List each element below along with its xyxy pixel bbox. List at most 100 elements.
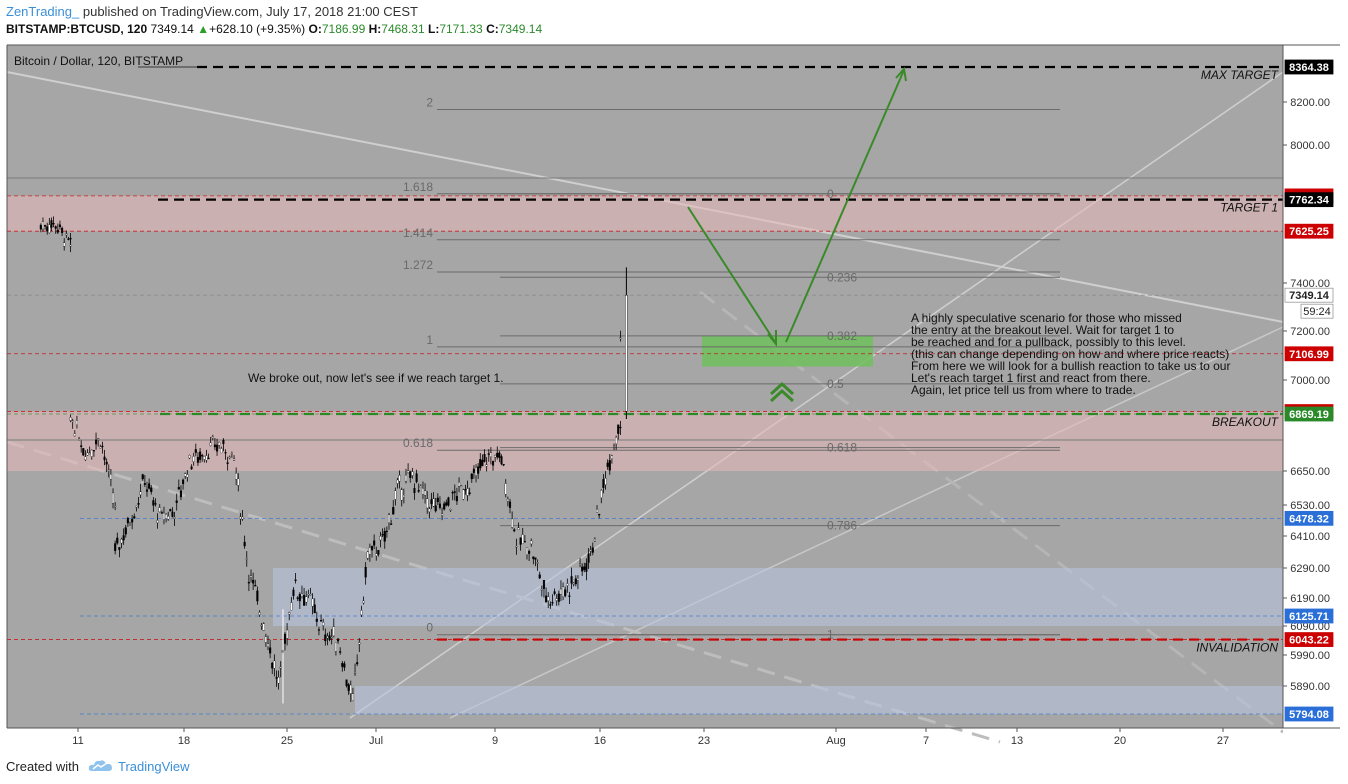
candle-body <box>595 509 599 513</box>
candle-body <box>271 662 274 669</box>
candle-body <box>82 448 85 456</box>
candle-body <box>190 466 193 470</box>
candle-body <box>52 223 55 225</box>
created-with-text: Created with <box>6 759 79 774</box>
candle-body <box>345 679 348 686</box>
candle-body <box>313 604 316 614</box>
fib-right-label: 0.236 <box>827 270 857 284</box>
y-tick-label: 8200.00 <box>1290 97 1330 109</box>
candle-body <box>396 479 399 484</box>
candle-body <box>179 490 183 498</box>
candle-body <box>260 625 263 627</box>
candle-body <box>124 527 127 535</box>
candle-body <box>534 557 537 560</box>
candle-body <box>525 547 529 555</box>
candle-body <box>466 488 469 496</box>
candle-body <box>192 456 195 462</box>
price-tag-label: 7349.14 <box>1289 290 1330 302</box>
trend-line-rising-2 <box>449 326 1284 719</box>
price-tag <box>1284 287 1334 303</box>
candle-body <box>213 444 216 448</box>
candle-body <box>69 237 72 240</box>
y-tick-label: 7000.00 <box>1290 375 1330 387</box>
candle-body <box>194 449 197 453</box>
candle-body <box>175 500 178 503</box>
candle-body <box>470 473 473 480</box>
annotation-right-line: the entry at the breakout level. Wait fo… <box>911 323 1174 337</box>
candle-body <box>468 492 471 495</box>
x-tick-label: 16 <box>594 735 606 747</box>
candle-body <box>296 597 299 599</box>
candle-body <box>199 451 202 460</box>
candle-body <box>232 458 236 461</box>
candle-body <box>600 490 603 498</box>
candle-body <box>247 582 250 584</box>
candle-body <box>453 491 456 493</box>
arrow-down-head <box>767 330 777 347</box>
author-link[interactable]: ZenTrading_ <box>6 4 80 19</box>
annotation-right-line: be reached and for a pullback, possibly … <box>911 335 1186 349</box>
candle-body <box>73 433 76 437</box>
candle-body <box>362 600 365 604</box>
annotation-right-line: (this can change depending on how and wh… <box>911 347 1229 361</box>
candle-body <box>126 517 129 524</box>
candle-body <box>252 579 255 584</box>
level-label: BREAKOUT <box>1212 415 1280 429</box>
low-label: L: <box>428 22 440 36</box>
candle-body <box>44 225 47 227</box>
candle-body <box>215 444 219 452</box>
candle-body <box>419 485 422 488</box>
y-tick-label: 5990.00 <box>1290 650 1330 662</box>
candle-body <box>322 622 325 626</box>
candle-body <box>411 471 414 476</box>
candle-body <box>506 498 509 502</box>
candle-body <box>545 595 548 603</box>
y-tick-label: 7400.00 <box>1290 278 1330 290</box>
candle-body <box>366 551 369 559</box>
candle-body <box>196 456 199 463</box>
close-value: 7349.14 <box>498 22 543 36</box>
candle-body <box>305 596 308 603</box>
target-zone <box>7 195 1283 232</box>
candle-body <box>421 488 425 495</box>
price-chart[interactable]: 2 1.618 1.414 1.272 1 0.618 0 0 0.236 0.382 0.5 0.6… <box>0 42 1348 750</box>
candle-body <box>458 481 461 487</box>
candle-body <box>413 488 416 494</box>
candle-body <box>307 594 310 596</box>
candle-body <box>218 442 221 446</box>
candle-body <box>404 474 408 482</box>
candle-body <box>63 242 66 247</box>
price-tag-label: 8364.38 <box>1289 62 1329 74</box>
candle-body <box>275 677 278 679</box>
candle-body <box>277 677 280 684</box>
candle-body <box>536 562 539 564</box>
candle-body <box>254 584 257 587</box>
price-tag <box>1284 706 1334 722</box>
tradingview-link[interactable]: TradingView <box>118 759 190 774</box>
candle-body <box>41 221 45 230</box>
candle-body <box>94 439 98 445</box>
candle-body <box>387 514 391 523</box>
candle-body <box>353 671 357 674</box>
x-tick-label: 7 <box>923 735 929 747</box>
candle-body <box>430 499 433 505</box>
price-tag-label: 6869.19 <box>1289 409 1329 421</box>
candle-body <box>107 469 110 471</box>
candle-body <box>464 489 467 491</box>
last-candle-body <box>625 295 628 412</box>
candle-body <box>90 449 93 457</box>
y-tick-label: 6190.00 <box>1290 593 1330 605</box>
candle-body <box>264 636 267 643</box>
candle-body <box>58 224 62 228</box>
candle-body <box>315 618 318 622</box>
candle-body <box>451 492 454 494</box>
candle-body <box>328 635 331 640</box>
open-value: 7186.99 <box>321 22 366 36</box>
candle-body <box>519 537 522 545</box>
fib-left-label: 1.414 <box>403 226 433 240</box>
candle-body <box>222 439 225 445</box>
candle-body <box>502 463 505 466</box>
candle-body <box>177 487 180 490</box>
candle-body <box>504 483 507 495</box>
chart-title: Bitcoin / Dollar, 120, BITSTAMP <box>14 54 183 68</box>
